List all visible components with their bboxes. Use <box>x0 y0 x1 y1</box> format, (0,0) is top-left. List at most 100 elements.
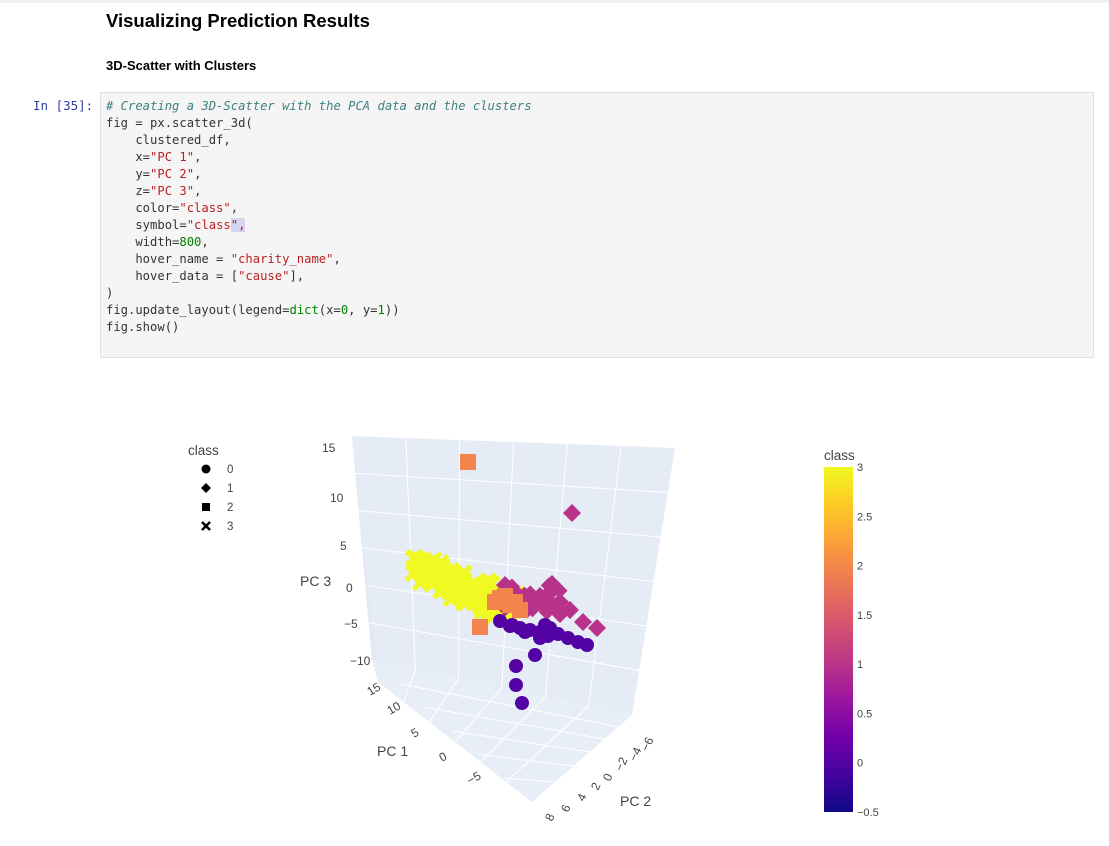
code-line: y= <box>106 167 151 181</box>
square-icon <box>202 503 210 511</box>
point-class-3[interactable] <box>425 551 443 569</box>
point-class-3[interactable] <box>473 602 491 620</box>
point-class-0[interactable] <box>505 618 519 632</box>
colorbar-tick-label: 3 <box>857 462 863 474</box>
y-axis-title: PC 2 <box>620 793 651 809</box>
grid-line <box>425 706 633 745</box>
cell-prompt: In [35]: <box>33 98 94 113</box>
code-punct: , <box>194 184 202 198</box>
point-class-1[interactable] <box>563 504 581 522</box>
point-class-3[interactable] <box>426 572 445 590</box>
x-tick-label: 10 <box>385 699 404 718</box>
point-class-1[interactable] <box>538 604 555 621</box>
code-line: fig.show() <box>106 320 180 334</box>
grid-line <box>451 730 633 759</box>
x-axis-title: PC 1 <box>377 743 408 759</box>
point-class-2[interactable] <box>472 619 488 635</box>
code-editor[interactable]: # Creating a 3D-Scatter with the PCA dat… <box>106 98 532 336</box>
point-class-3[interactable] <box>404 564 423 582</box>
point-class-3[interactable] <box>410 553 429 571</box>
code-line: clustered_df, <box>106 133 231 147</box>
code-punct: )) <box>384 303 400 317</box>
point-class-0[interactable] <box>515 696 529 710</box>
diamond-icon <box>201 483 211 493</box>
point-class-0[interactable] <box>528 648 542 662</box>
legend-item-0[interactable]: 0 <box>201 464 234 476</box>
grid-line <box>505 705 590 783</box>
code-line: fig.update_layout(legend= <box>106 303 290 317</box>
code-cell[interactable]: # Creating a 3D-Scatter with the PCA dat… <box>100 92 1094 358</box>
point-class-3[interactable] <box>447 566 465 585</box>
point-class-0[interactable] <box>538 618 552 632</box>
text-cursor-highlight: ", <box>230 218 246 232</box>
back-plane <box>352 436 675 715</box>
code-punct: , <box>194 167 202 181</box>
page-title: Visualizing Prediction Results <box>106 10 370 31</box>
point-class-1[interactable] <box>588 619 606 637</box>
point-class-0[interactable] <box>509 659 523 673</box>
data-points[interactable] <box>404 454 606 710</box>
colorbar-tick-label: −0.5 <box>857 807 879 819</box>
section-subtitle: 3D-Scatter with Clusters <box>106 58 257 73</box>
code-number: 0 <box>340 303 349 317</box>
y-tick-label: −2 <box>612 755 631 774</box>
point-class-2[interactable] <box>460 454 476 470</box>
point-class-1[interactable] <box>522 585 539 602</box>
point-class-0[interactable] <box>509 678 523 692</box>
colorbar-gradient <box>824 467 853 812</box>
code-string: "class" <box>179 201 231 215</box>
code-string: "class <box>186 218 231 232</box>
code-string: "cause" <box>238 269 290 283</box>
grid-line <box>368 622 640 671</box>
point-class-1[interactable] <box>524 601 541 618</box>
y-tick-label: 8 <box>542 811 558 823</box>
code-punct: , <box>201 235 209 249</box>
floor-plane <box>372 660 632 802</box>
code-line: x= <box>106 150 151 164</box>
x-tick-label: 0 <box>437 749 450 765</box>
code-line: hover_name = <box>106 252 231 266</box>
point-class-0[interactable] <box>518 625 532 639</box>
code-line: hover_data = [ <box>106 269 239 283</box>
code-string: "PC 3" <box>150 184 195 198</box>
grid-line <box>428 678 460 723</box>
colorbar-tick-label: 1.5 <box>857 610 872 622</box>
legend[interactable]: class 0 1 2 3 <box>188 443 233 533</box>
colorbar-tick-label: 2.5 <box>857 511 872 523</box>
z-tick-label: −5 <box>344 617 358 631</box>
point-class-3[interactable] <box>416 566 435 584</box>
code-line: ) <box>106 286 114 300</box>
legend-item-3[interactable]: 3 <box>201 521 233 533</box>
legend-label: 3 <box>227 521 233 533</box>
z-tick-label: −10 <box>350 654 371 668</box>
x-tick-label: 15 <box>365 680 384 699</box>
point-class-0[interactable] <box>541 629 555 643</box>
code-punct: (x= <box>318 303 341 317</box>
grid-line <box>478 754 633 774</box>
code-punct: ], <box>289 269 305 283</box>
legend-item-1[interactable]: 1 <box>201 483 233 495</box>
point-class-0[interactable] <box>580 638 594 652</box>
colorbar-title: class <box>824 448 855 463</box>
x-tick-label: 5 <box>409 725 422 741</box>
legend-item-2[interactable]: 2 <box>202 502 233 514</box>
z-tick-label: 0 <box>346 581 353 595</box>
x-tick-label: −5 <box>465 768 484 787</box>
code-punct: , <box>194 150 202 164</box>
point-class-3[interactable] <box>457 580 475 599</box>
y-tick-label: 0 <box>600 771 616 783</box>
point-class-1[interactable] <box>574 613 592 631</box>
scatter-3d-plot[interactable]: class 0 1 2 3 PC 3 PC 1 PC 2 151050−5−10… <box>0 370 1109 846</box>
z-tick-label: 15 <box>322 441 336 455</box>
point-class-2[interactable] <box>507 594 523 610</box>
code-punct: , <box>230 201 239 215</box>
legend-title: class <box>188 443 219 458</box>
code-comment: # Creating a 3D-Scatter with the PCA dat… <box>106 99 532 113</box>
colorbar: class 3 2.5 2 1.5 1 0.5 0 −0.5 <box>824 448 879 819</box>
y-tick-label: 2 <box>588 780 604 792</box>
legend-label: 2 <box>227 502 233 514</box>
z-tick-label: 10 <box>330 491 344 505</box>
code-line: symbol= <box>106 218 187 232</box>
grid-line <box>398 683 633 730</box>
code-string: "PC 2" <box>150 167 195 181</box>
